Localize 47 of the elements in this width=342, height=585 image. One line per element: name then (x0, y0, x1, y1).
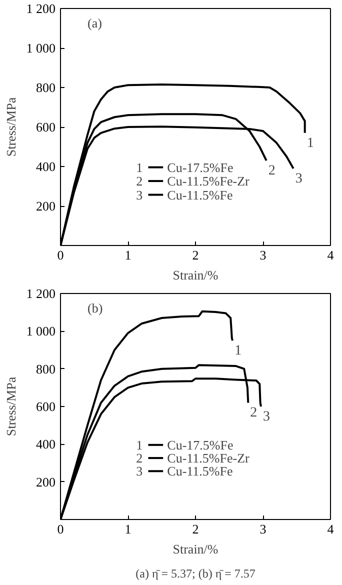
y-tick-label: 400 (36, 436, 56, 452)
annotation: 1 (234, 344, 242, 359)
legend-label: Cu-17.5%Fe (167, 437, 234, 452)
y-tick-label: 400 (36, 159, 56, 174)
x-tick-label: 4 (327, 522, 334, 536)
x-tick-label: 3 (260, 522, 266, 536)
y-tick-label: 1 000 (26, 40, 56, 56)
y-tick-label: 600 (36, 120, 56, 134)
x-axis-title: Strain/% (172, 542, 218, 556)
x-tick-label: 3 (260, 248, 266, 262)
text: (b) (88, 300, 103, 316)
x-tick-label: 2 (192, 522, 199, 536)
x-tick-label: 0 (57, 248, 64, 262)
text: 2 (136, 450, 143, 466)
legend-label: Cu-11.5%Fe (167, 464, 233, 479)
annotation: 2 (250, 406, 258, 421)
x-tick-label: 2 (192, 248, 199, 262)
annotation: 3 (262, 410, 270, 424)
y-tick-label: 1 200 (26, 286, 56, 301)
text: (a) η̄ = 5.37; (b) η̄ = 7.57 (136, 566, 256, 580)
x-tick-label: 1 (124, 522, 132, 536)
y-tick-label: 600 (36, 399, 56, 414)
annotation: 1 (306, 136, 314, 151)
y-tick-label: 800 (36, 361, 56, 376)
x-axis-title: Strain/% (172, 268, 218, 282)
text: 1 (136, 160, 143, 175)
text: 1 (136, 437, 143, 452)
y-tick-label: 200 (36, 474, 56, 490)
text: (a) (88, 16, 102, 31)
y-tick-label: 1 000 (26, 324, 56, 339)
y-axis-title: Stress/MPa (3, 376, 18, 436)
text: 3 (136, 464, 143, 479)
x-tick-label: 0 (57, 522, 64, 536)
y-axis-title: Stress/MPa (3, 97, 18, 157)
text: 2 (136, 174, 143, 189)
legend-label: Cu-11.5%Fe-Zr (167, 174, 250, 189)
annotation: 3 (295, 171, 302, 186)
annotation: 2 (268, 164, 276, 179)
legend-label: Cu-11.5%Fe-Zr (167, 450, 250, 466)
y-tick-label: 200 (36, 198, 56, 214)
x-tick-label: 4 (327, 248, 334, 262)
legend-label: Cu-17.5%Fe (167, 160, 234, 175)
y-tick-label: 1 200 (26, 1, 56, 16)
legend-label: Cu-11.5%Fe (167, 187, 233, 202)
text: 3 (136, 187, 143, 202)
x-tick-label: 1 (124, 248, 132, 262)
y-tick-label: 800 (36, 80, 56, 95)
